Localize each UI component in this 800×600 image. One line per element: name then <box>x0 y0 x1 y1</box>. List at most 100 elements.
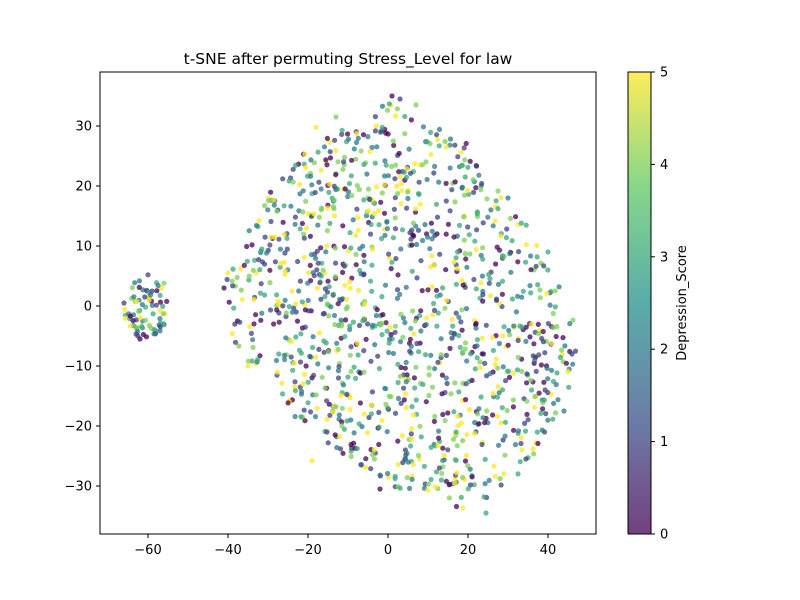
scatter-point <box>361 348 366 353</box>
scatter-point <box>356 288 361 293</box>
scatter-point <box>480 351 485 356</box>
scatter-point <box>377 366 382 371</box>
scatter-point <box>398 374 403 379</box>
scatter-point <box>331 206 336 211</box>
scatter-point <box>522 421 527 426</box>
scatter-point <box>515 259 520 264</box>
scatter-point <box>333 114 338 119</box>
scatter-point <box>508 216 513 221</box>
scatter-point <box>480 292 485 297</box>
scatter-point <box>332 198 337 203</box>
scatter-point <box>507 251 512 256</box>
scatter-point <box>225 270 230 275</box>
scatter-point <box>432 419 437 424</box>
scatter-point <box>382 211 387 216</box>
scatter-point <box>493 218 498 223</box>
scatter-point <box>280 391 285 396</box>
scatter-point <box>327 221 332 226</box>
scatter-point <box>432 233 437 238</box>
scatter-point <box>503 434 508 439</box>
scatter-point <box>411 413 416 418</box>
scatter-point <box>545 267 550 272</box>
scatter-point <box>408 326 413 331</box>
scatter-point <box>302 418 307 423</box>
scatter-point <box>483 510 488 515</box>
scatter-point <box>336 368 341 373</box>
scatter-point <box>476 421 481 426</box>
scatter-point <box>342 334 347 339</box>
scatter-point <box>250 337 255 342</box>
scatter-point <box>395 191 400 196</box>
scatter-point <box>122 307 127 312</box>
scatter-point <box>480 415 485 420</box>
scatter-point <box>333 148 338 153</box>
scatter-point <box>356 352 361 357</box>
scatter-point <box>334 341 339 346</box>
scatter-point <box>398 174 403 179</box>
scatter-point <box>500 333 505 338</box>
scatter-point <box>485 215 490 220</box>
scatter-point <box>518 459 523 464</box>
scatter-point <box>413 206 418 211</box>
scatter-point <box>303 307 308 312</box>
scatter-point <box>249 331 254 336</box>
scatter-point <box>463 346 468 351</box>
scatter-point <box>266 198 271 203</box>
scatter-point <box>313 414 318 419</box>
scatter-point <box>293 414 298 419</box>
scatter-point <box>274 358 279 363</box>
colorbar-tick-label: 0 <box>660 528 668 543</box>
scatter-point <box>327 182 332 187</box>
scatter-point <box>230 331 235 336</box>
scatter-point <box>247 324 252 329</box>
scatter-point <box>553 288 558 293</box>
scatter-point <box>317 215 322 220</box>
scatter-point <box>544 291 549 296</box>
scatter-point <box>143 318 148 323</box>
scatter-points <box>121 93 578 515</box>
y-tick-label: −30 <box>65 480 92 495</box>
scatter-point <box>472 239 477 244</box>
scatter-point <box>352 430 357 435</box>
scatter-point <box>440 373 445 378</box>
scatter-point <box>479 442 484 447</box>
scatter-point <box>282 232 287 237</box>
scatter-point <box>560 335 565 340</box>
scatter-point <box>541 339 546 344</box>
scatter-point <box>417 424 422 429</box>
scatter-point <box>302 372 307 377</box>
scatter-point <box>301 188 306 193</box>
scatter-point <box>326 349 331 354</box>
scatter-point <box>524 399 529 404</box>
scatter-point <box>275 370 280 375</box>
scatter-point <box>496 443 501 448</box>
scatter-point <box>351 320 356 325</box>
colorbar-tick-label: 3 <box>660 250 668 265</box>
scatter-point <box>443 139 448 144</box>
scatter-point <box>312 273 317 278</box>
scatter-point <box>297 182 302 187</box>
scatter-point <box>355 215 360 220</box>
scatter-point <box>440 412 445 417</box>
scatter-point <box>473 326 478 331</box>
scatter-point <box>264 250 269 255</box>
scatter-point <box>251 268 256 273</box>
scatter-point <box>503 378 508 383</box>
scatter-point <box>332 184 337 189</box>
scatter-point <box>313 256 318 261</box>
scatter-point <box>432 414 437 419</box>
scatter-point <box>430 385 435 390</box>
scatter-point <box>491 223 496 228</box>
scatter-point <box>511 323 516 328</box>
scatter-point <box>434 132 439 137</box>
scatter-point <box>431 170 436 175</box>
scatter-point <box>410 269 415 274</box>
scatter-point <box>413 365 418 370</box>
scatter-point <box>131 294 136 299</box>
scatter-point <box>305 400 310 405</box>
scatter-point <box>495 188 500 193</box>
scatter-point <box>551 401 556 406</box>
scatter-point <box>280 176 285 181</box>
scatter-point <box>417 313 422 318</box>
scatter-point <box>317 330 322 335</box>
